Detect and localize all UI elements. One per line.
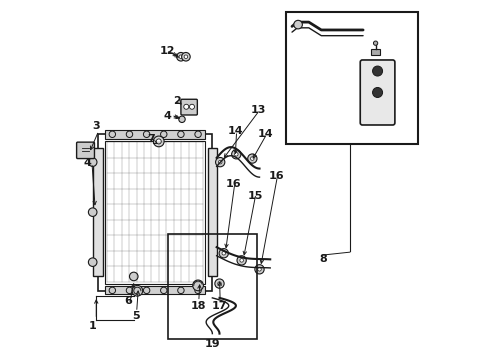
- Circle shape: [153, 136, 164, 147]
- Circle shape: [143, 287, 149, 294]
- Text: 8: 8: [319, 253, 326, 264]
- Circle shape: [109, 287, 115, 294]
- Circle shape: [132, 285, 142, 296]
- Bar: [98, 134, 212, 291]
- Text: 2: 2: [172, 96, 180, 107]
- Circle shape: [218, 160, 222, 164]
- Text: 11: 11: [302, 98, 318, 108]
- Circle shape: [183, 104, 188, 109]
- Bar: [370, 49, 380, 55]
- Text: 14: 14: [227, 126, 243, 136]
- Circle shape: [214, 279, 224, 288]
- Text: 16: 16: [225, 179, 241, 189]
- Circle shape: [176, 53, 185, 61]
- Text: 10: 10: [288, 39, 304, 49]
- Circle shape: [250, 157, 254, 160]
- Circle shape: [126, 131, 132, 138]
- Circle shape: [192, 280, 203, 291]
- Bar: [167, 234, 257, 339]
- Text: 9: 9: [372, 46, 380, 57]
- Circle shape: [254, 265, 264, 274]
- Bar: [207, 148, 216, 276]
- Circle shape: [194, 287, 201, 294]
- Circle shape: [109, 131, 115, 138]
- Circle shape: [372, 66, 382, 76]
- Text: 4: 4: [83, 158, 91, 168]
- FancyBboxPatch shape: [360, 60, 394, 125]
- Circle shape: [160, 131, 166, 138]
- FancyBboxPatch shape: [77, 142, 94, 158]
- Text: 19: 19: [204, 339, 220, 349]
- Bar: [105, 141, 205, 284]
- Bar: [93, 148, 102, 276]
- Circle shape: [293, 20, 302, 29]
- Circle shape: [160, 287, 166, 294]
- Text: 15: 15: [247, 191, 263, 201]
- Circle shape: [184, 55, 187, 59]
- Circle shape: [194, 131, 201, 138]
- Circle shape: [177, 287, 184, 294]
- Circle shape: [189, 104, 194, 109]
- Text: 3: 3: [92, 121, 100, 131]
- Circle shape: [179, 116, 185, 122]
- Text: 1: 1: [89, 321, 96, 332]
- Bar: [105, 287, 205, 294]
- Circle shape: [143, 131, 149, 138]
- Circle shape: [156, 139, 161, 144]
- Circle shape: [240, 258, 243, 262]
- Circle shape: [179, 55, 183, 59]
- Bar: [105, 130, 205, 139]
- Circle shape: [88, 158, 97, 166]
- Circle shape: [129, 272, 138, 281]
- Text: 7: 7: [147, 134, 155, 144]
- Text: 18: 18: [190, 301, 205, 311]
- Circle shape: [219, 249, 228, 258]
- Circle shape: [247, 154, 257, 163]
- Text: 5: 5: [131, 311, 139, 321]
- Circle shape: [217, 282, 221, 285]
- Circle shape: [373, 41, 377, 45]
- Circle shape: [222, 251, 225, 255]
- Text: 14: 14: [258, 129, 273, 139]
- Circle shape: [231, 150, 241, 159]
- Text: 13: 13: [250, 105, 266, 115]
- Circle shape: [126, 287, 132, 294]
- Circle shape: [177, 131, 184, 138]
- Circle shape: [372, 87, 382, 98]
- Text: 6: 6: [124, 296, 132, 306]
- Text: 12: 12: [160, 46, 175, 57]
- Circle shape: [181, 53, 190, 61]
- Circle shape: [237, 256, 246, 265]
- Circle shape: [257, 267, 261, 271]
- Text: 4: 4: [163, 111, 171, 121]
- FancyBboxPatch shape: [181, 99, 197, 115]
- Circle shape: [88, 258, 97, 266]
- Circle shape: [88, 208, 97, 216]
- Bar: [285, 12, 417, 144]
- Circle shape: [215, 157, 224, 167]
- Circle shape: [234, 153, 238, 156]
- Text: 17: 17: [211, 301, 227, 311]
- Text: 16: 16: [268, 171, 284, 181]
